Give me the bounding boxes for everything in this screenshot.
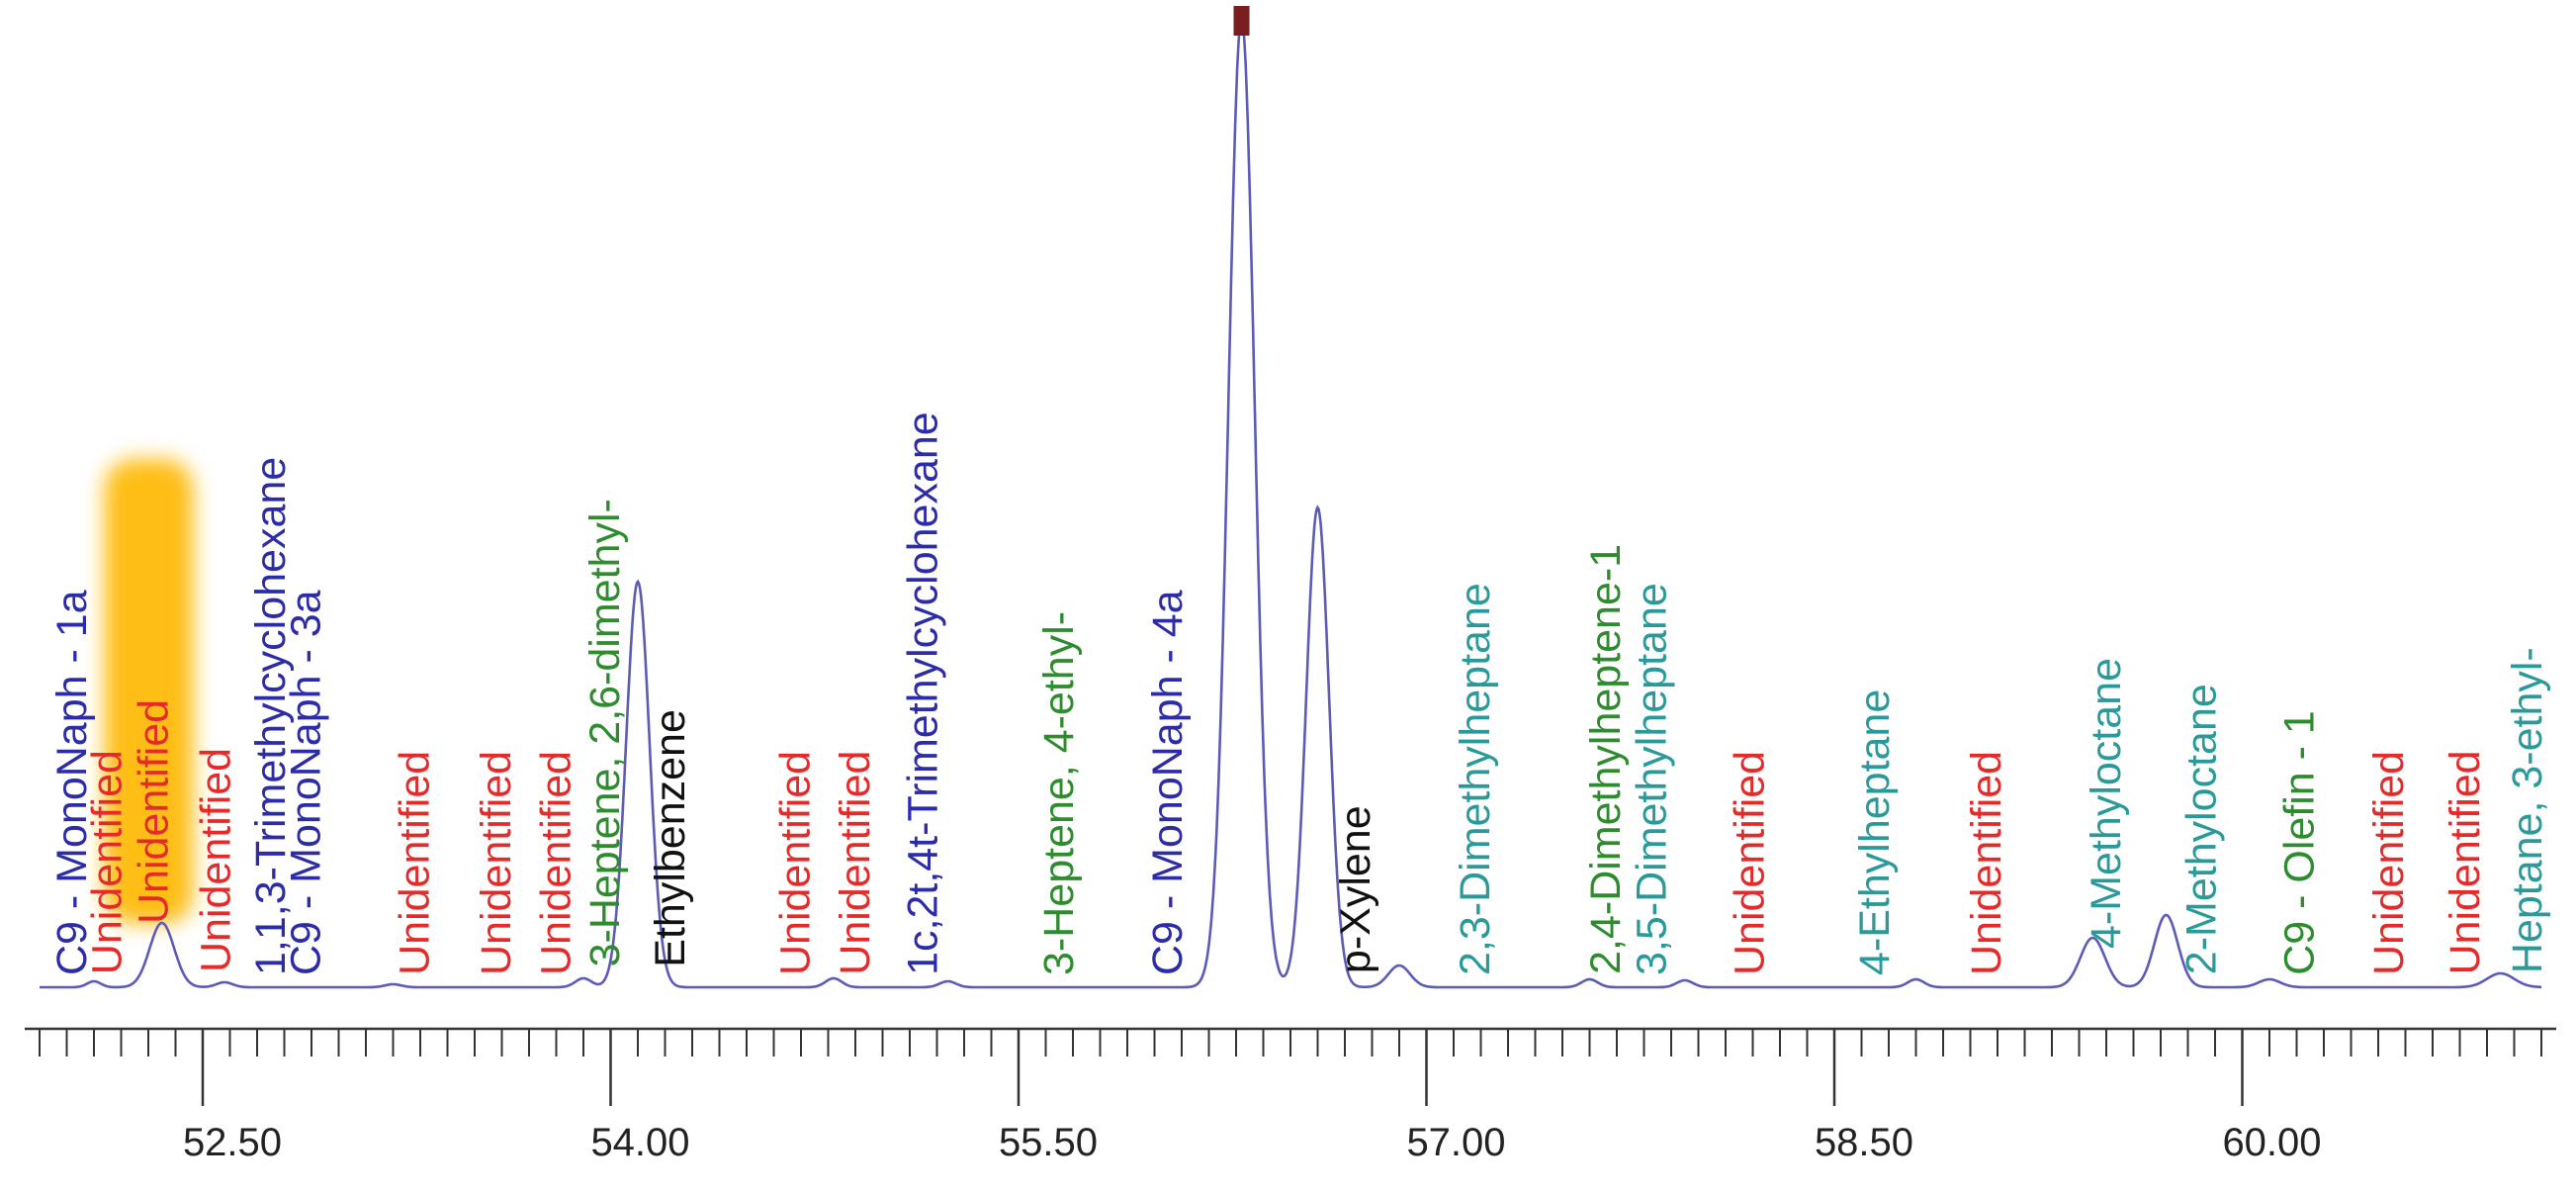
peak-label[interactable]: 4-Ethylheptane: [1851, 689, 1899, 975]
peak-label[interactable]: Unidentified: [533, 751, 580, 975]
peak-label[interactable]: Unidentified: [1727, 751, 1774, 975]
peak-labels: C9 - MonoNaph - 1aUnidentifiedUnidentifi…: [48, 6, 2551, 975]
highlight-layer: [104, 458, 194, 924]
x-tick-label: 58.50: [1815, 1121, 1913, 1164]
peak-label[interactable]: 2,4-Dimethylheptene-1: [1582, 544, 1630, 974]
chromatogram-trace: [40, 13, 2541, 989]
peak-label[interactable]: 1,1,3-Trimethylcyclohexane: [247, 457, 295, 975]
peak-label[interactable]: Unidentified: [473, 751, 520, 975]
peak-label[interactable]: Unidentified: [84, 750, 132, 974]
peak-label[interactable]: 3-Heptene, 2,6-dimethyl-: [581, 499, 629, 966]
peak-label[interactable]: C9 - Olefin - 1: [2275, 710, 2323, 975]
peak-label[interactable]: Ethylbenzene: [647, 709, 694, 967]
peak-label[interactable]: C9 - MonoNaph - 1a: [48, 590, 96, 975]
peak-label[interactable]: Unidentified: [193, 748, 240, 972]
x-tick-label: 55.50: [999, 1121, 1098, 1164]
x-tick-label: 52.50: [183, 1121, 282, 1164]
x-tick-label: 54.00: [590, 1121, 689, 1164]
peak-label[interactable]: Unidentified: [2365, 751, 2413, 975]
peak-label[interactable]: 4-Methyloctane: [2083, 658, 2130, 949]
peak-label[interactable]: Unidentified: [2442, 750, 2489, 974]
peak-label[interactable]: 2-Methyloctane: [2177, 684, 2225, 974]
peak-label[interactable]: C9 - MonoNaph - 3a: [283, 590, 330, 975]
peak-label[interactable]: Unidentified: [392, 751, 439, 975]
peak-label[interactable]: p-Xylene: [1332, 805, 1379, 973]
peak-label[interactable]: 3,5-Dimethylheptane: [1629, 583, 1676, 975]
x-tick-label: 60.00: [2222, 1121, 2321, 1164]
peak-label[interactable]: Unidentified: [131, 699, 178, 924]
peak-label[interactable]: 1c,2t,4t-Trimethylcyclohexane: [900, 412, 947, 975]
peak-label[interactable]: Unidentified: [832, 751, 879, 975]
peak-label[interactable]: 3-Heptene, 4-ethyl-: [1035, 611, 1083, 975]
peak-apex-marker: [1233, 6, 1250, 36]
selected-peak-highlight: [104, 458, 194, 924]
peak-label[interactable]: Unidentified: [772, 751, 820, 975]
x-axis-ticks: 52.50 54.00 55.50 57.00 58.50 60.00: [39, 1029, 2542, 1164]
peak-label[interactable]: C9 - MonoNaph - 4a: [1144, 590, 1192, 975]
x-tick-label: 57.00: [1406, 1121, 1505, 1164]
peak-label[interactable]: 2,3-Dimethylheptane: [1452, 583, 1499, 975]
peak-label[interactable]: Heptane, 3-ethyl-: [2504, 647, 2551, 973]
peak-label[interactable]: Unidentified: [1963, 751, 2010, 975]
